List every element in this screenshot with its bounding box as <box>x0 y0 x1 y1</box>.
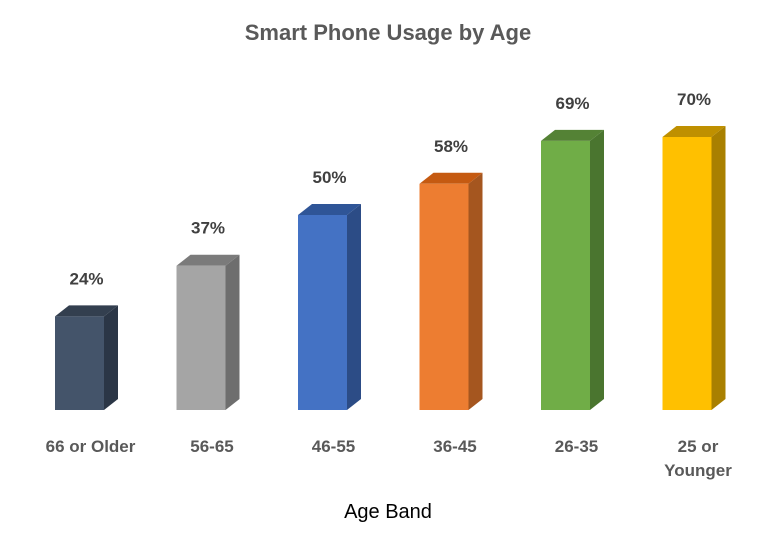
data-label: 70% <box>677 90 711 109</box>
data-label: 69% <box>555 94 589 113</box>
bar-4 <box>419 172 483 410</box>
x-tick-label: 66 or Older <box>46 437 136 456</box>
bar-front-face <box>662 137 712 410</box>
data-label: 24% <box>69 269 103 288</box>
bar-top-face <box>298 204 361 215</box>
x-tick-label: 26-35 <box>555 437 598 456</box>
x-tick-label: 56-65 <box>190 437 233 456</box>
data-label: 37% <box>191 219 225 238</box>
bar-side-face <box>347 204 361 410</box>
x-tick-label: 46-55 <box>312 437 355 456</box>
bar-6 <box>662 126 726 410</box>
bar-side-face <box>104 305 118 410</box>
bar-side-face <box>590 129 604 410</box>
bar-front-face <box>541 140 590 410</box>
x-tick-label: 25 or Younger <box>664 437 732 480</box>
bar-front-face <box>176 265 226 410</box>
data-label: 50% <box>312 168 346 187</box>
bar-top-face <box>662 126 726 137</box>
bar-front-face <box>419 183 469 410</box>
bar-front-face <box>298 215 347 410</box>
x-axis-title: Age Band <box>344 501 432 523</box>
bar-top-face <box>419 172 483 184</box>
bar-side-face <box>225 254 240 410</box>
chart-title: Smart Phone Usage by Age <box>244 20 532 45</box>
bar-top-face <box>55 305 118 317</box>
bar-top-face <box>541 129 604 141</box>
data-label: 58% <box>434 137 468 156</box>
bar-5 <box>541 129 604 410</box>
bar-1 <box>55 305 118 410</box>
x-tick-label: 36-45 <box>433 437 476 456</box>
bar-side-face <box>711 126 726 410</box>
bar-front-face <box>55 316 104 410</box>
bar-top-face <box>176 254 240 266</box>
bar-side-face <box>468 172 483 410</box>
bar-2 <box>176 254 240 410</box>
bar-3 <box>298 204 361 410</box>
